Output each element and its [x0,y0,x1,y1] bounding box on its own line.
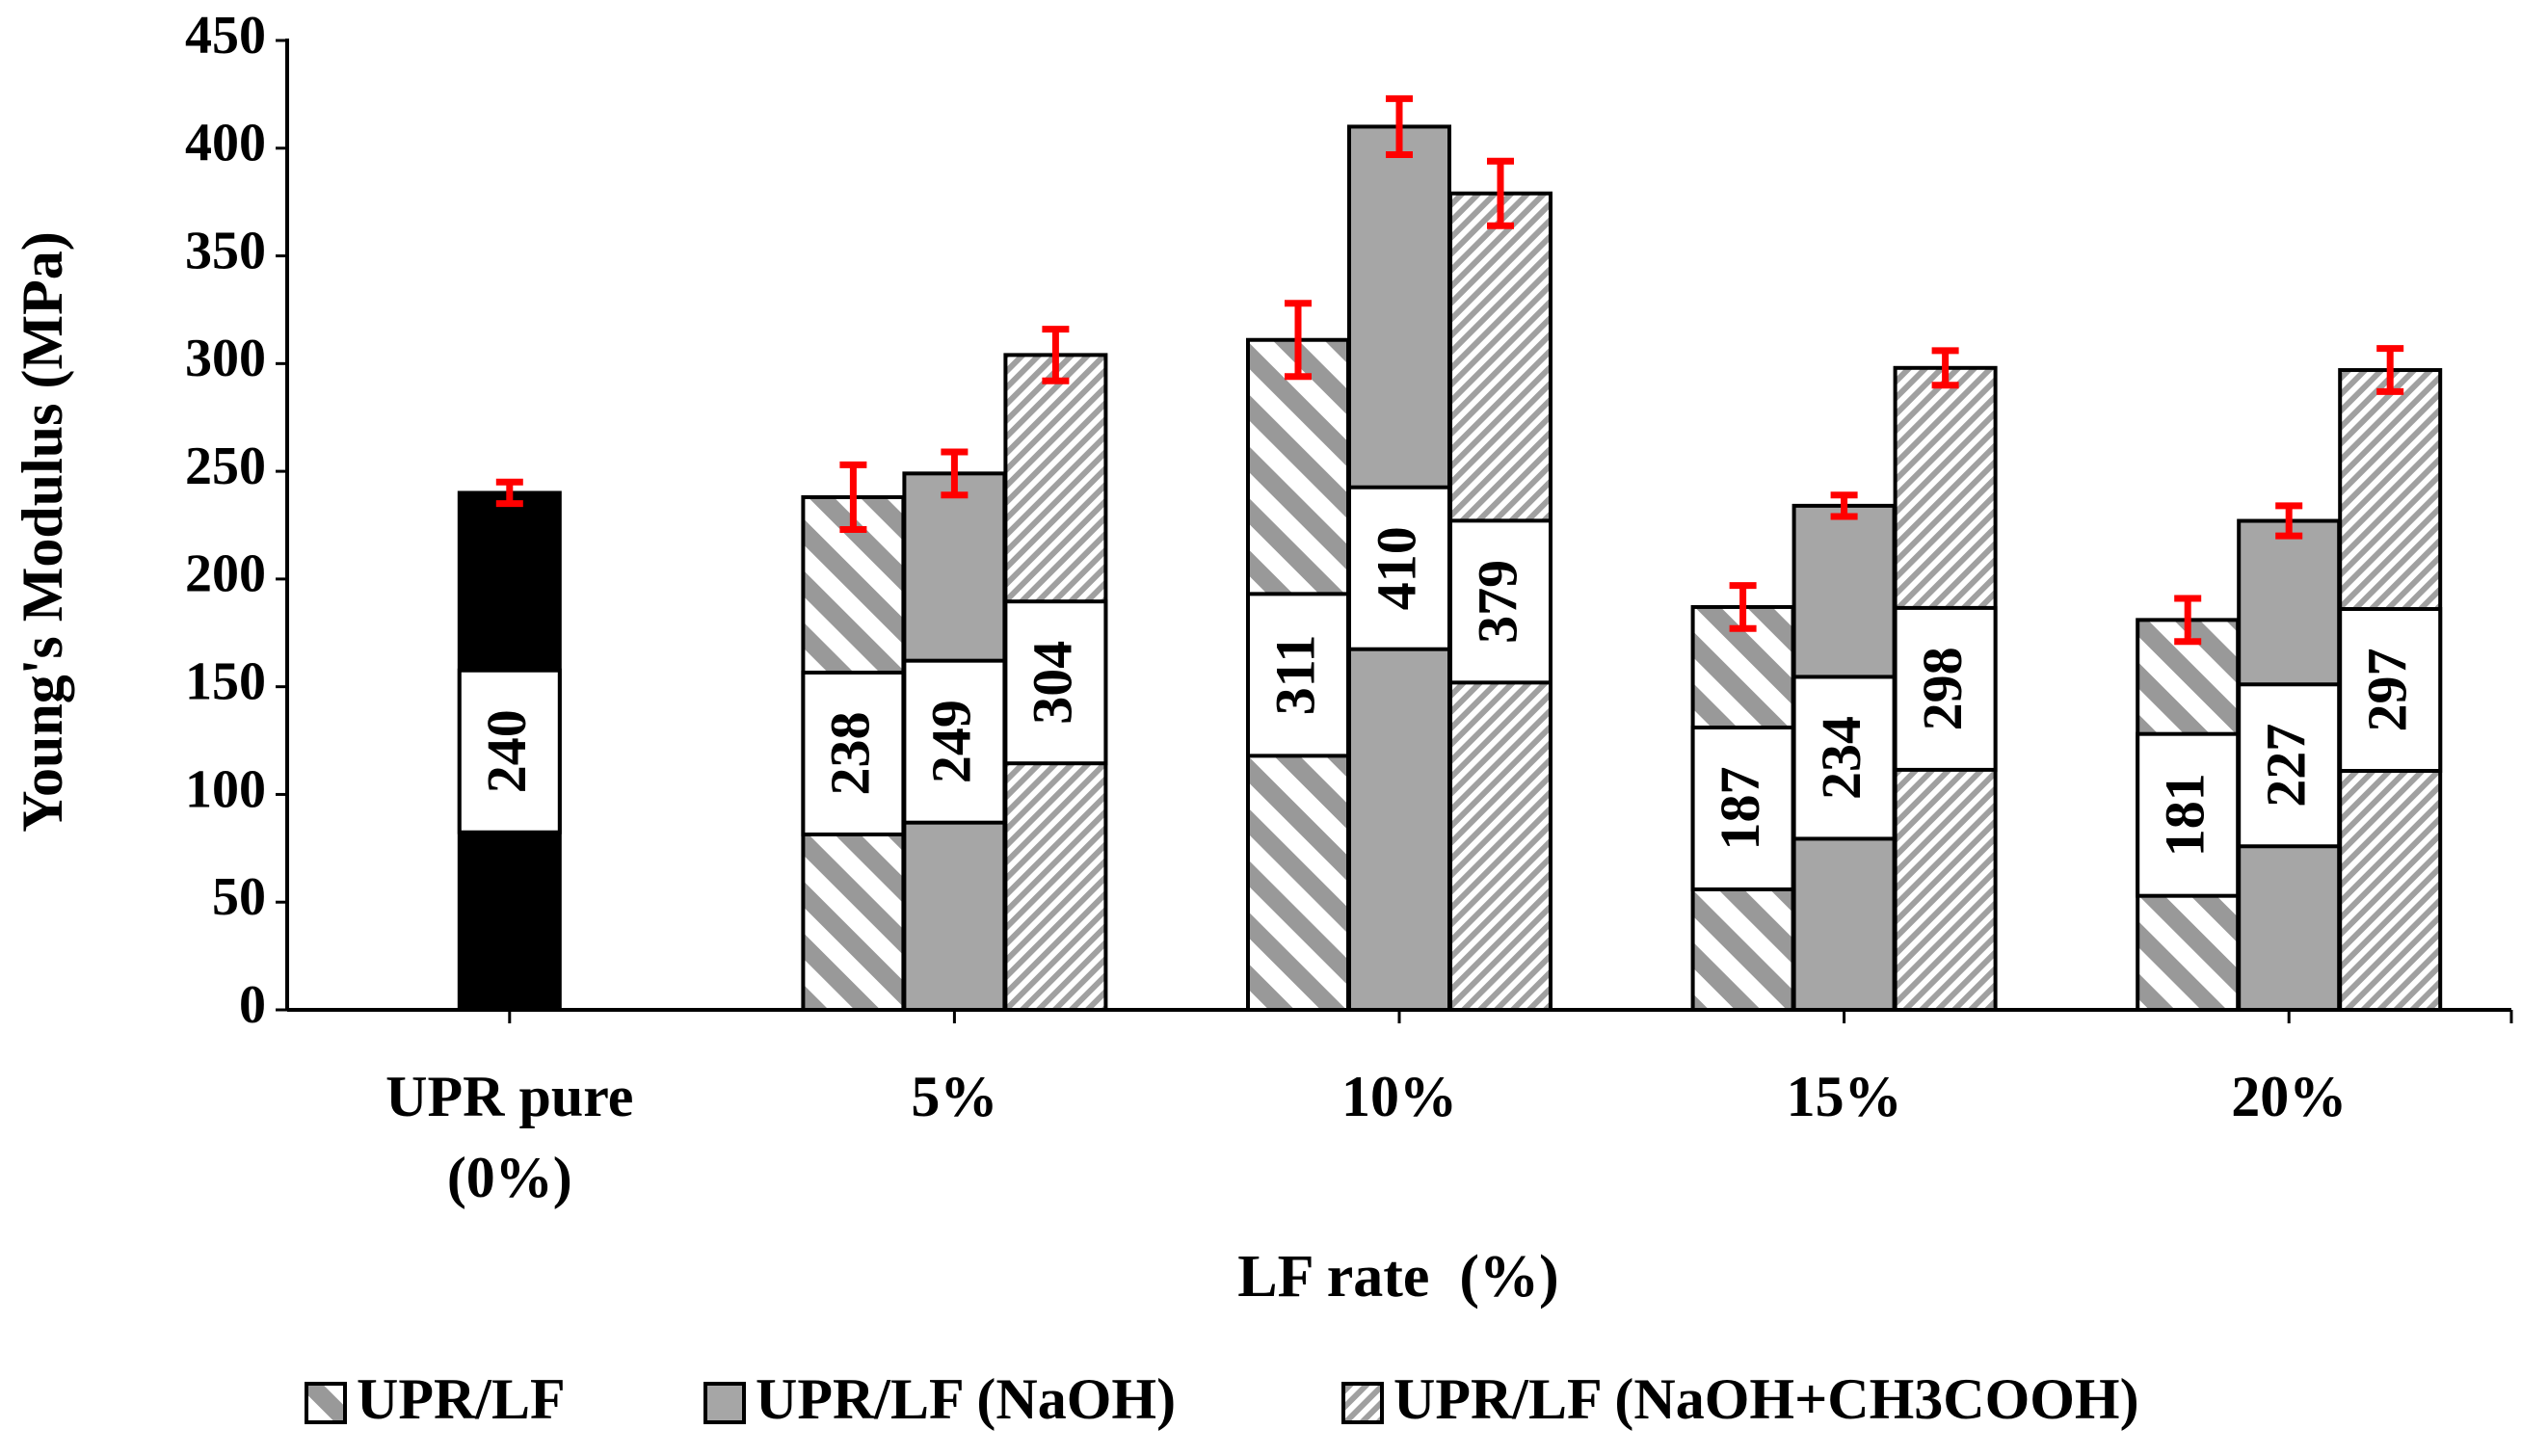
data-label: 249 [920,700,983,783]
y-axis-title: Young's Modulus (MPa) [11,231,74,832]
legend-swatch [305,1382,347,1424]
x-tick-label: 10% [1341,1065,1457,1128]
x-tick-label: 20% [2231,1065,2348,1128]
x-axis-title: LF rate (%) [1237,1244,1558,1310]
error-bar [1285,300,1312,381]
x-tick-label: UPR pure (0%) [385,1065,634,1209]
data-label: 227 [2255,724,2318,807]
y-tick-label: 450 [185,6,266,66]
error-bar [1487,157,1514,229]
legend-label: UPR/LF (NaOH) [756,1367,1176,1431]
data-label-box [1791,675,1897,841]
error-bar [1830,491,1858,520]
data-label-box [1003,599,1108,766]
legend-swatch [703,1382,746,1424]
data-label-box [2237,682,2342,849]
y-tick-label: 300 [185,329,266,388]
data-label-box [1893,605,1998,772]
y-tick-label: 0 [239,975,266,1035]
data-label: 410 [1365,526,1427,610]
y-tick-label: 350 [185,221,266,280]
data-label-box [1347,485,1451,651]
error-bar [1729,582,1757,632]
error-bar [941,448,969,499]
data-label-box [1448,518,1552,685]
x-tick-label: 5% [911,1065,998,1128]
legend-label: UPR/LF [357,1367,566,1431]
error-bar [839,461,867,533]
legend-swatch [1341,1382,1384,1424]
data-label: 238 [819,711,882,795]
data-label: 379 [1466,560,1528,644]
error-bar [2275,502,2303,540]
error-bar [495,478,523,508]
y-tick-label: 200 [185,544,266,604]
x-tick-label: 15% [1786,1065,1902,1128]
data-label: 297 [2356,649,2419,732]
error-bar [2376,345,2404,395]
data-label: 181 [2154,773,2216,857]
data-label-box [457,668,562,834]
data-label-box [1246,592,1350,758]
data-label: 240 [475,709,538,793]
y-tick-label: 150 [185,652,266,712]
y-tick-label: 50 [212,867,266,927]
data-label: 304 [1022,641,1084,725]
data-label: 311 [1263,634,1326,715]
legend-label: UPR/LF (NaOH+CH3COOH) [1393,1367,2139,1431]
error-bar [1931,347,1959,389]
data-label: 234 [1810,716,1872,800]
y-tick-label: 100 [185,759,266,819]
y-tick-label: 250 [185,437,266,496]
error-bar [1042,326,1070,384]
error-bar [2174,595,2202,646]
error-bar [1386,94,1413,158]
data-label-box [2338,607,2443,774]
data-label: 298 [1911,647,1974,730]
data-label: 187 [1709,766,1771,850]
data-label-box [1690,725,1795,891]
y-tick-label: 400 [185,114,266,173]
